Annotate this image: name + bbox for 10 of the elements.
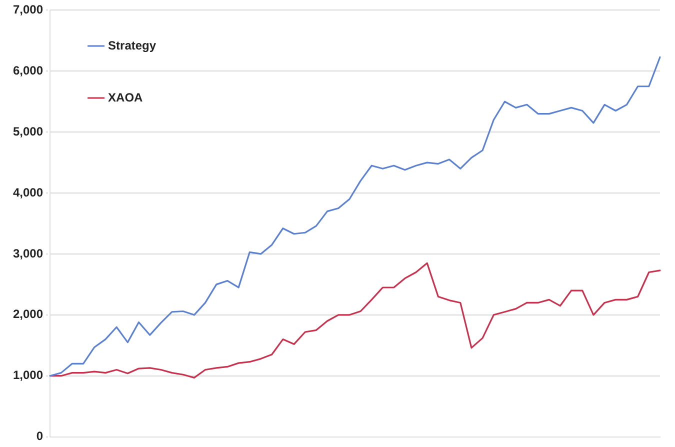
- y-tick-label: 6,000: [13, 63, 44, 78]
- legend-label: XAOA: [108, 90, 144, 104]
- y-tick-label: 0: [36, 429, 44, 444]
- legend-label: Strategy: [108, 38, 156, 52]
- y-tick-label: 1,000: [13, 368, 44, 382]
- y-tick-label: 7,000: [13, 2, 44, 17]
- y-tick-label: 3,000: [13, 246, 44, 260]
- y-tick-label: 5,000: [13, 124, 44, 138]
- y-tick-label: 2,000: [13, 307, 44, 322]
- y-tick-label: 4,000: [13, 185, 44, 200]
